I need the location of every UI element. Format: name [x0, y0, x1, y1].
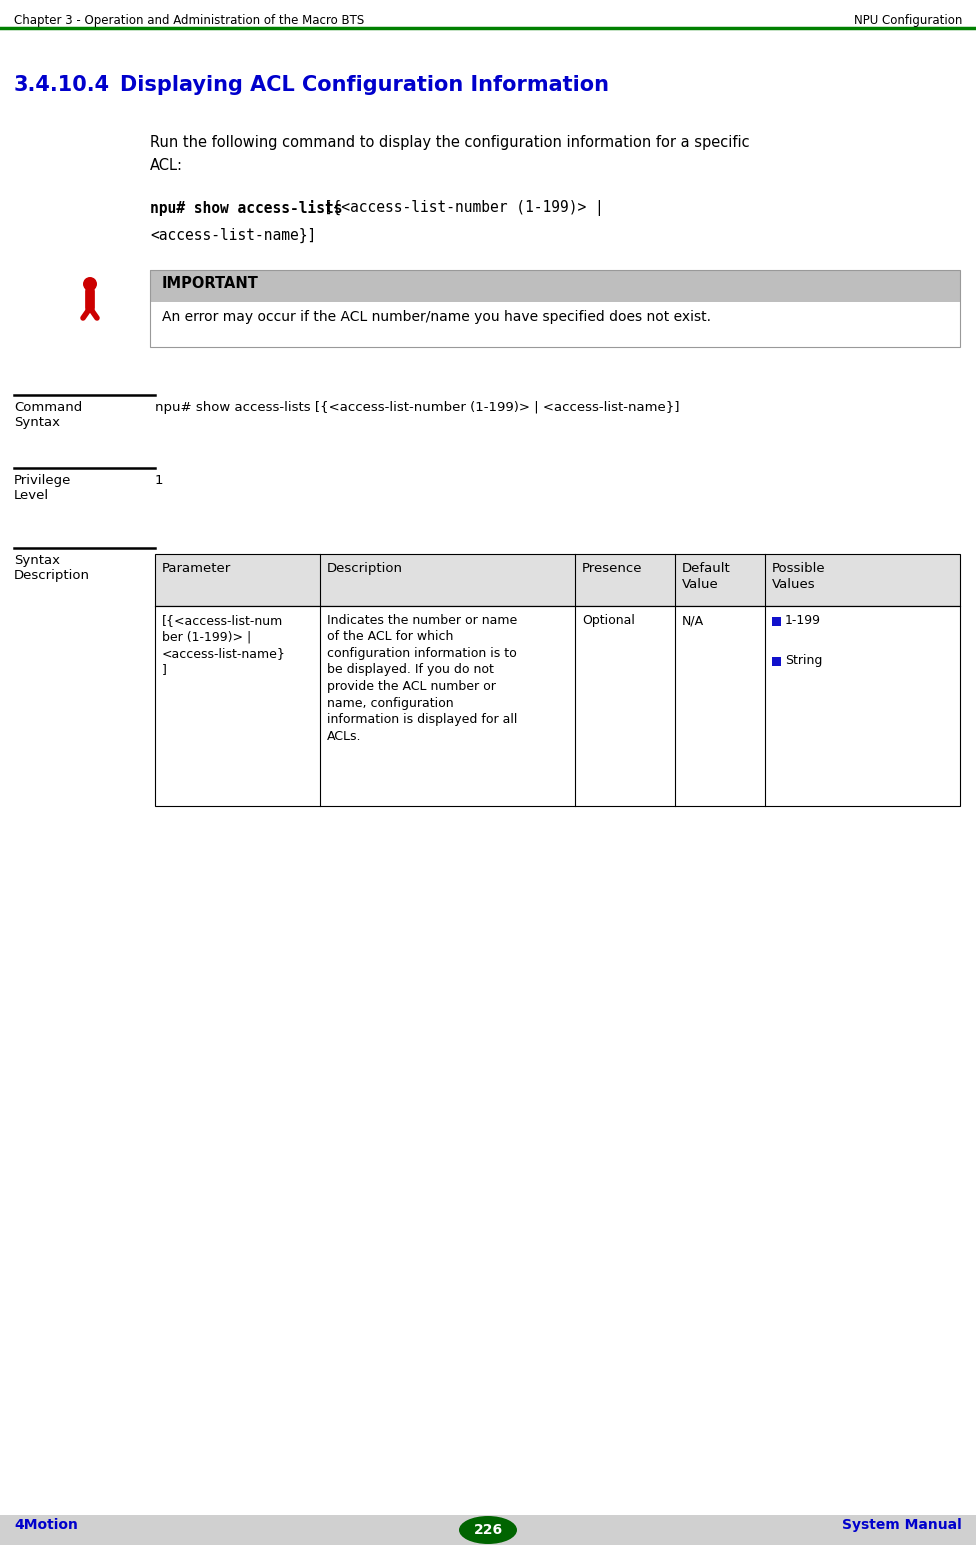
Text: ACL:: ACL:: [150, 158, 183, 173]
Ellipse shape: [459, 1516, 517, 1543]
Bar: [150, 270, 960, 301]
Text: Description: Description: [327, 562, 403, 575]
Text: N/A: N/A: [682, 613, 704, 627]
Text: [{<access-list-num
ber (1-199)> |
<access-list-name}
]: [{<access-list-num ber (1-199)> | <acces…: [162, 613, 286, 677]
Bar: [772, 657, 781, 666]
Text: Optional: Optional: [582, 613, 634, 627]
Bar: [155, 555, 960, 606]
Text: 1: 1: [155, 474, 164, 487]
Text: 4Motion: 4Motion: [14, 1519, 78, 1533]
Text: IMPORTANT: IMPORTANT: [162, 277, 259, 290]
Text: Possible
Values: Possible Values: [772, 562, 826, 592]
Bar: [772, 616, 781, 626]
Text: System Manual: System Manual: [842, 1519, 962, 1533]
Text: 1-199: 1-199: [785, 613, 821, 627]
Text: Privilege
Level: Privilege Level: [14, 474, 71, 502]
Text: [{<access-list-number (1-199)> |: [{<access-list-number (1-199)> |: [315, 199, 604, 216]
Circle shape: [83, 277, 97, 290]
Text: npu# show access-lists [{<access-list-number (1-199)> | <access-list-name}]: npu# show access-lists [{<access-list-nu…: [155, 402, 679, 414]
Text: Command
Syntax: Command Syntax: [14, 402, 82, 430]
Text: 226: 226: [473, 1523, 503, 1537]
Text: String: String: [785, 654, 823, 667]
Text: NPU Configuration: NPU Configuration: [854, 14, 962, 26]
Text: Chapter 3 - Operation and Administration of the Macro BTS: Chapter 3 - Operation and Administration…: [14, 14, 364, 26]
Text: npu# show access-lists: npu# show access-lists: [150, 199, 343, 216]
Bar: [150, 301, 960, 348]
Bar: [155, 606, 960, 806]
Text: Displaying ACL Configuration Information: Displaying ACL Configuration Information: [120, 76, 609, 94]
Text: An error may occur if the ACL number/name you have specified does not exist.: An error may occur if the ACL number/nam…: [162, 311, 711, 324]
Text: Presence: Presence: [582, 562, 642, 575]
Bar: [150, 270, 960, 348]
Text: Run the following command to display the configuration information for a specifi: Run the following command to display the…: [150, 134, 750, 150]
Text: Parameter: Parameter: [162, 562, 231, 575]
Bar: [0, 1516, 976, 1545]
Text: Indicates the number or name
of the ACL for which
configuration information is t: Indicates the number or name of the ACL …: [327, 613, 517, 743]
Text: <access-list-name}]: <access-list-name}]: [150, 229, 316, 243]
Text: Default
Value: Default Value: [682, 562, 731, 592]
Text: 3.4.10.4: 3.4.10.4: [14, 76, 110, 94]
Text: Syntax
Description: Syntax Description: [14, 555, 90, 582]
